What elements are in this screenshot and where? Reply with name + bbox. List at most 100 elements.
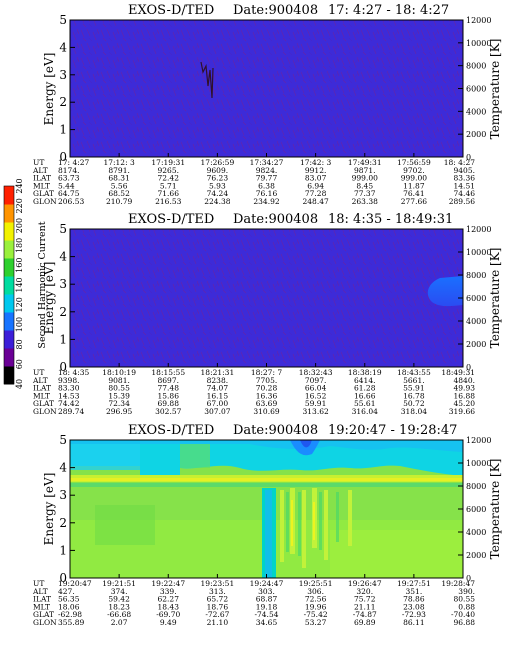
table-cell: -74.87 <box>353 610 377 619</box>
colorbar-swatch <box>4 366 14 385</box>
colorbar-swatch <box>4 222 14 241</box>
table-cell: 19:26:47 <box>348 579 382 588</box>
table-cell: 18:32:43 <box>299 368 333 377</box>
table-cell: 71.66 <box>158 189 180 198</box>
table-cell: 80.55 <box>454 595 476 604</box>
colorbar-swatch <box>4 258 14 277</box>
table-cell: 355.89 <box>58 618 84 627</box>
colorbar-swatch <box>4 240 14 259</box>
table-cell: 224.38 <box>204 197 230 206</box>
table-cell: 210.79 <box>106 197 132 206</box>
colorbar-tick-label: 60 <box>15 359 24 369</box>
energy-tick-label: 2 <box>59 516 67 530</box>
colorbar-swatch <box>4 276 14 295</box>
table-cell: 72.34 <box>108 399 130 408</box>
colorbar-swatch <box>4 204 14 223</box>
temperature-tick-label: 12000 <box>466 436 491 445</box>
table-cell: 9405. <box>454 166 475 175</box>
row-label-glon: GLON <box>33 407 57 416</box>
row-label-ilat: ILAT <box>33 174 51 183</box>
energy-tick-label: 0 <box>59 571 67 585</box>
table-cell: 999.00 <box>401 174 427 183</box>
panel-1-right-ticks: 0 2000 4000 6000 8000 10000 12000 <box>458 16 491 162</box>
table-cell: -75.42 <box>304 610 328 619</box>
table-cell: 34.65 <box>256 618 278 627</box>
energy-tick-label: 5 <box>59 433 67 447</box>
panel-3-plot-area <box>70 440 463 578</box>
table-cell: 55.61 <box>354 399 375 408</box>
table-cell: 9871. <box>354 166 375 175</box>
table-cell: 11.87 <box>403 181 425 190</box>
colorbar-tick-label: 100 <box>15 317 24 332</box>
table-cell: 21.11 <box>354 602 375 611</box>
table-cell: 19:23:51 <box>201 579 235 588</box>
table-cell: 17:42: 3 <box>300 158 332 167</box>
table-cell: 18:21:31 <box>201 368 235 377</box>
table-cell: 18: 4:35 <box>58 368 90 377</box>
table-cell: 9912. <box>305 166 326 175</box>
energy-tick-label: 4 <box>59 461 67 475</box>
row-label-ilat: ILAT <box>33 384 51 393</box>
table-cell: 296.95 <box>106 407 132 416</box>
table-cell: 18.06 <box>58 602 80 611</box>
colorbar-swatches <box>3 185 15 385</box>
table-cell: 18:15:55 <box>151 368 185 377</box>
table-cell: 64.75 <box>58 189 80 198</box>
table-cell: -62.98 <box>58 610 82 619</box>
row-label-glat: GLAT <box>33 610 54 619</box>
colorbar: 40 60 80 100 120 140 160 180 200 220 240 Second Ha… <box>3 178 48 389</box>
table-cell: 390. <box>458 587 475 596</box>
temperature-tick-label: 4000 <box>466 107 486 116</box>
table-cell: 63.69 <box>256 399 278 408</box>
table-cell: 63.73 <box>58 174 80 183</box>
table-cell: 9265. <box>158 166 179 175</box>
row-label-mlt: MLT <box>33 391 50 400</box>
table-cell: 16.15 <box>207 391 229 400</box>
table-cell: 75.72 <box>354 595 376 604</box>
table-cell: 18:49:31 <box>441 368 475 377</box>
table-cell: 17:56:59 <box>397 158 431 167</box>
table-cell: 68.87 <box>256 595 278 604</box>
table-cell: 15.86 <box>158 391 180 400</box>
table-cell: 277.66 <box>401 197 427 206</box>
table-cell: 234.92 <box>253 197 279 206</box>
panel-2-info-table: UT 18: 4:35 18:10:19 18:15:55 18:21:31 18:27:… <box>32 363 475 416</box>
table-cell: 74.46 <box>454 189 476 198</box>
colorbar-tick-label: 220 <box>15 198 24 213</box>
table-cell: 8697. <box>158 376 179 385</box>
table-cell: 23.08 <box>403 602 425 611</box>
table-cell: 19:22:47 <box>151 579 185 588</box>
table-cell: 19:20:47 <box>58 579 92 588</box>
table-cell: 18:10:19 <box>102 368 136 377</box>
table-cell: 68.52 <box>108 189 130 198</box>
temperature-tick-label: 4000 <box>466 528 486 537</box>
panel-3-ylabel: Energy [eV] <box>42 473 56 546</box>
row-label-alt: ALT <box>32 587 48 596</box>
table-cell: 17: 4:27 <box>58 158 90 167</box>
panel-3: EXOS-D/TED Date:900408 19:20:47 - 19:28:… <box>32 423 502 627</box>
energy-tick-label: 3 <box>59 277 67 291</box>
panel-2-title-range: 18: 4:35 - 18:49:31 <box>328 212 453 227</box>
row-label-glon: GLON <box>33 197 57 206</box>
table-cell: 18: 4:27 <box>444 158 476 167</box>
panel-1-title-date: Date:900408 <box>233 3 318 18</box>
panel-3-title-date: Date:900408 <box>233 423 318 438</box>
colorbar-swatch <box>4 330 14 349</box>
table-cell: 18.23 <box>108 602 130 611</box>
row-label-alt: ALT <box>32 376 48 385</box>
table-cell: 19.96 <box>305 602 327 611</box>
table-cell: 8.45 <box>356 181 373 190</box>
table-cell: 17:26:59 <box>201 158 235 167</box>
table-cell: 77.48 <box>158 384 180 393</box>
table-cell: 49.93 <box>454 384 476 393</box>
table-cell: 320. <box>356 587 373 596</box>
energy-tick-label: 5 <box>59 222 67 236</box>
table-cell: 62.27 <box>158 595 180 604</box>
table-cell: 302.57 <box>155 407 181 416</box>
panel-3-title-instrument: EXOS-D/TED <box>128 423 214 438</box>
table-cell: 76.23 <box>207 174 229 183</box>
table-cell: 316.04 <box>352 407 378 416</box>
table-cell: 61.28 <box>354 384 376 393</box>
row-label-glat: GLAT <box>33 189 54 198</box>
row-label-ilat: ILAT <box>33 595 51 604</box>
